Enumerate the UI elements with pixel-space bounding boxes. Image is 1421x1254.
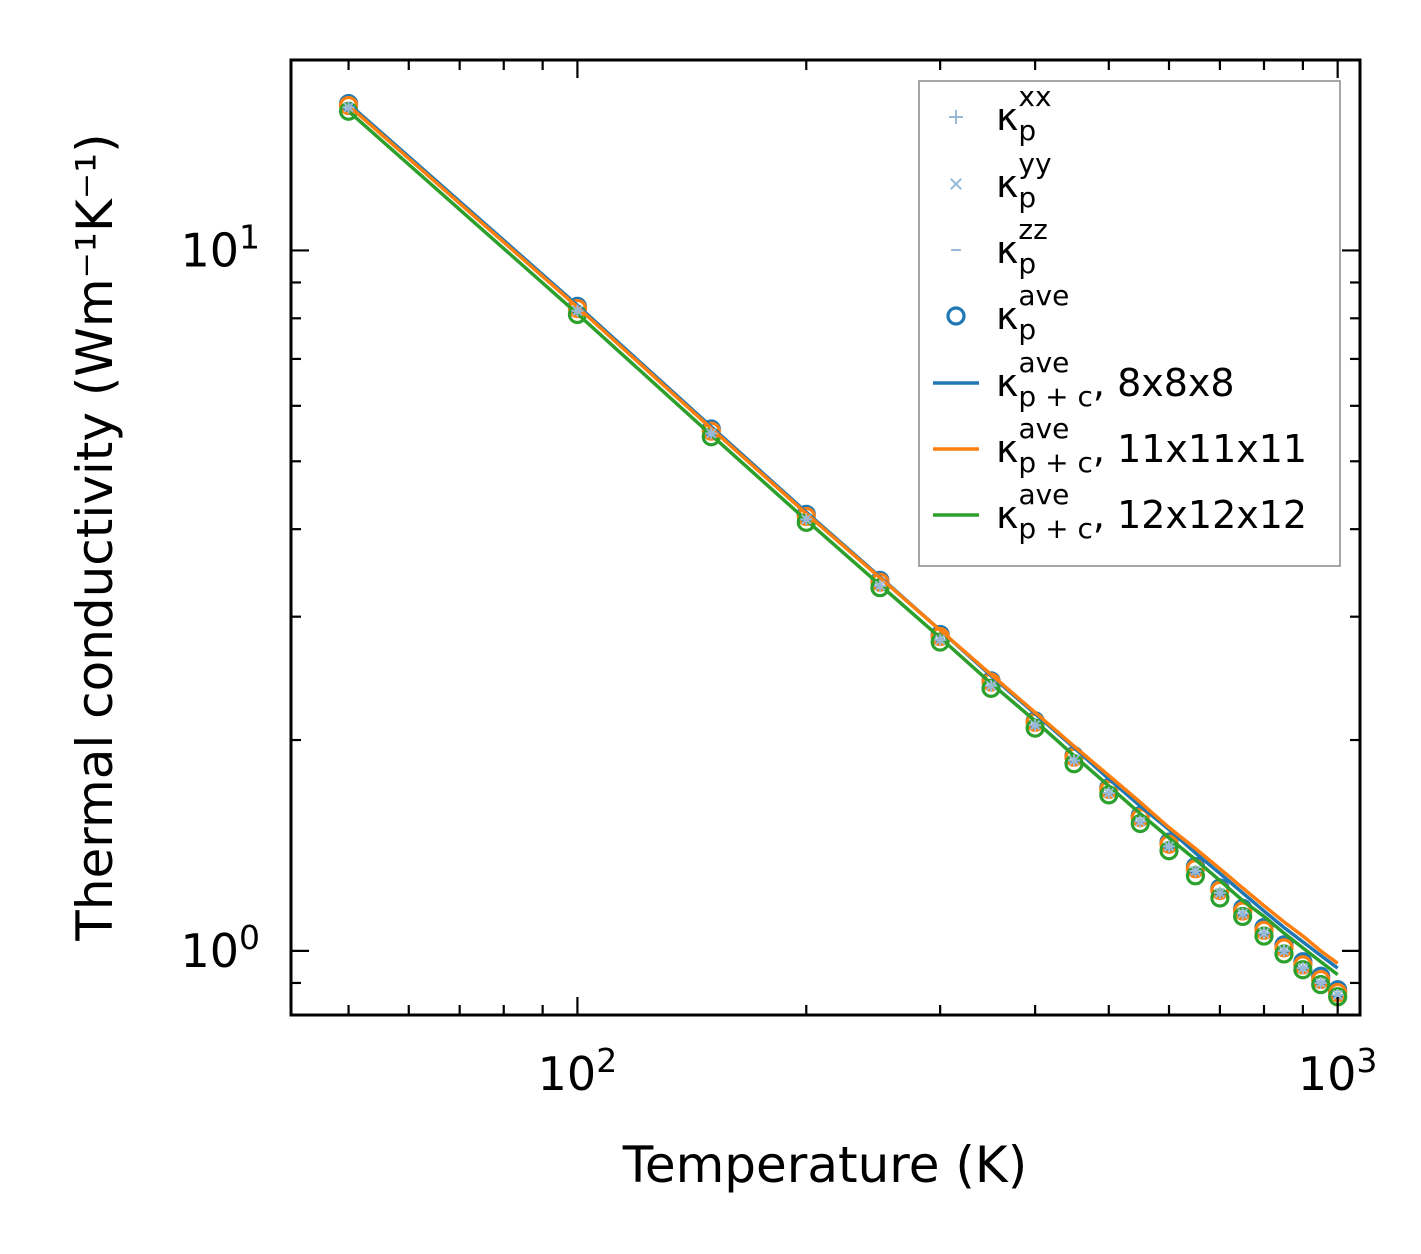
legend-marker	[950, 178, 962, 190]
legend-label: κpave	[996, 279, 1069, 346]
y-axis-label: Thermal conductivity (Wm⁻¹K⁻¹)	[66, 133, 124, 941]
plot-area	[338, 94, 1348, 1007]
axes-frame	[289, 58, 1362, 1017]
legend-entry: κpave	[946, 279, 1069, 346]
legend-marker	[946, 306, 966, 326]
data-point	[1293, 960, 1313, 980]
legend-label: κp + cave, 11x11x11	[996, 412, 1307, 479]
x-tick-label: 102	[538, 1041, 618, 1101]
data-point	[1311, 975, 1331, 995]
series-dash-markers	[344, 106, 1342, 997]
legend-entry: κpyy	[950, 147, 1052, 214]
y-tick-label: 101	[180, 217, 260, 277]
tick-marks	[291, 60, 1360, 1015]
legend-box	[918, 80, 1341, 567]
legend-entry: κp + cave, 12x12x12	[933, 478, 1307, 545]
x-axis-label: Temperature (K)	[622, 1136, 1027, 1194]
legend-entry: κp + cave, 8x8x8	[933, 346, 1235, 413]
series-line-2	[347, 109, 1339, 977]
legend-label: κp + cave, 8x8x8	[996, 346, 1235, 413]
legend-entry: κpzz	[951, 213, 1048, 280]
legend-label: κpzz	[996, 213, 1048, 280]
x-tick-label: 103	[1298, 1041, 1378, 1101]
tick-labels: 102 103 100 101	[180, 217, 1377, 1101]
legend-marker	[949, 110, 963, 124]
legend-label: κpyy	[996, 147, 1052, 214]
series-line-1	[347, 104, 1339, 965]
legend-entry: κpxx	[949, 80, 1052, 147]
y-tick-label: 100	[180, 918, 260, 978]
legend-label: κp + cave, 12x12x12	[996, 478, 1307, 545]
legend-label: κpxx	[996, 80, 1052, 147]
legend-entry: κp + cave, 11x11x11	[933, 412, 1307, 479]
